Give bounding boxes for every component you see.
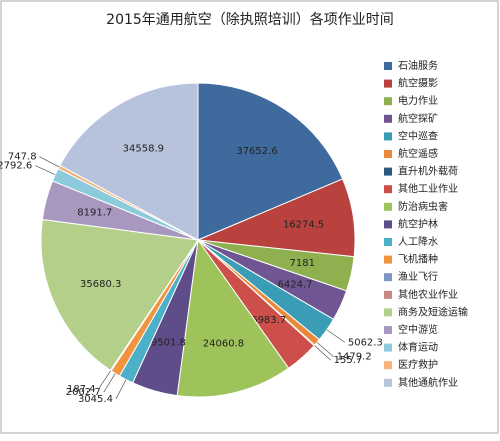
legend-swatch (384, 97, 392, 106)
legend-swatch (384, 290, 392, 299)
data-label: 2792.6 (0, 161, 32, 172)
legend-label: 电力作业 (398, 94, 438, 107)
leader-line (103, 373, 116, 393)
legend-swatch (384, 167, 392, 176)
data-label: 37652.6 (236, 146, 277, 157)
legend-label: 其他工业作业 (398, 182, 458, 195)
legend-swatch (384, 343, 392, 352)
legend-swatch (384, 308, 392, 317)
data-label: 24060.8 (203, 339, 244, 350)
legend-label: 防治病虫害 (398, 200, 448, 213)
leader-line (98, 370, 112, 390)
legend-swatch (384, 202, 392, 211)
legend-swatch (384, 326, 392, 334)
leader-line (316, 342, 334, 358)
legend-swatch (384, 185, 392, 194)
legend-label: 空中游览 (398, 323, 438, 336)
legend-label: 航空遥感 (398, 147, 438, 160)
legend-swatch (384, 273, 392, 282)
legend-label: 空中巡查 (398, 129, 438, 142)
legend-label: 航空护林 (398, 217, 438, 230)
pie-slice (59, 82, 199, 241)
legend-label: 石油服务 (398, 59, 438, 72)
leader-line (39, 156, 60, 168)
legend-label: 其他通航作业 (398, 376, 458, 389)
data-label: 9501.8 (151, 338, 186, 349)
legend-label: 直升机外载荷 (398, 165, 458, 178)
data-label: 6983.7 (251, 315, 286, 326)
legend-swatch (384, 378, 392, 387)
pie-slice (176, 238, 290, 398)
data-label: 6424.7 (278, 280, 313, 291)
legend-label: 人工降水 (398, 235, 438, 248)
leader-line (35, 165, 56, 176)
legend-swatch (384, 62, 392, 70)
legend-label: 航空探矿 (398, 112, 438, 125)
data-label: 35680.3 (80, 279, 121, 290)
legend-label: 商务及短途运输 (398, 305, 468, 318)
data-label: 2002.7 (66, 387, 101, 398)
leader-line (314, 345, 331, 361)
legend-swatch (384, 114, 392, 123)
pie-slice (40, 218, 199, 372)
leader-line (326, 329, 346, 343)
data-label: 16274.5 (283, 219, 324, 230)
data-label: 1479.2 (337, 352, 372, 363)
data-label: 747.8 (8, 152, 37, 163)
data-label: 8191.7 (77, 208, 112, 219)
legend-swatch (384, 220, 392, 229)
data-label: 5062.3 (348, 337, 383, 348)
legend-swatch (384, 361, 392, 370)
legend-label: 其他农业作业 (398, 288, 458, 301)
data-label: 155.7 (334, 355, 363, 366)
legend-label: 体育运动 (398, 341, 438, 354)
legend-label: 渔业飞行 (398, 270, 438, 283)
legend-swatch (384, 238, 392, 246)
leader-line (115, 379, 127, 400)
chart-title: 2015年通用航空（除执照培训）各项作业时间 (106, 12, 394, 28)
legend-label: 医疗救护 (398, 358, 438, 371)
legend-label: 飞机播种 (398, 253, 438, 266)
data-label: 187.4 (67, 384, 96, 395)
data-label: 3045.4 (78, 394, 113, 405)
legend-swatch (384, 150, 392, 158)
legend-swatch (384, 79, 392, 88)
legend-label: 航空摄影 (398, 77, 438, 90)
legend-swatch (384, 255, 392, 264)
data-label: 7181 (289, 258, 314, 269)
legend-swatch (384, 132, 392, 141)
pie-slice (197, 82, 344, 241)
data-label: 34558.9 (123, 143, 164, 154)
